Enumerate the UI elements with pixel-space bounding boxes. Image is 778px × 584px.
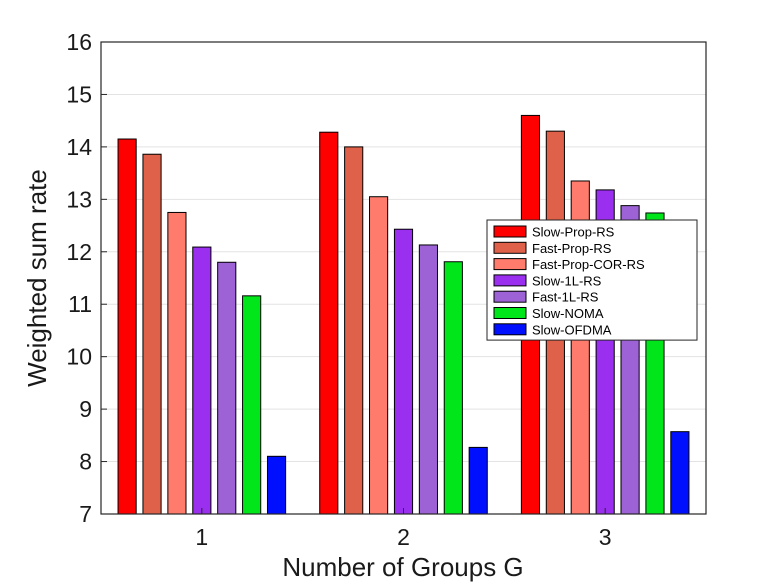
bar-slow-1l-rs-g1 <box>192 246 212 515</box>
y-tick-label: 13 <box>66 186 92 212</box>
bar-fast-prop-rs-g2 <box>344 146 364 515</box>
x-tick-labels: 1 2 3 <box>195 524 611 550</box>
y-axis-label: Weighted sum rate <box>22 169 52 387</box>
bar-slow-prop-rs-g1 <box>117 138 137 515</box>
y-tick-label: 9 <box>79 396 92 422</box>
y-tick-label: 15 <box>66 81 92 107</box>
x-axis-label: Number of Groups G <box>282 552 523 582</box>
bar-slow-prop-rs-g2 <box>319 131 339 515</box>
legend-entry: Fast-Prop-COR-RS <box>532 257 645 272</box>
y-tick-label: 10 <box>66 344 92 370</box>
y-tick-label: 7 <box>79 501 92 527</box>
y-tick-label: 12 <box>66 239 92 265</box>
bar-slow-noma-g2 <box>443 261 463 515</box>
legend-entry: Slow-NOMA <box>532 306 604 321</box>
y-tick-label: 16 <box>66 29 92 55</box>
bar-slow-ofdma-g3 <box>670 431 690 515</box>
y-tick-label: 11 <box>68 291 92 317</box>
legend-swatch <box>493 274 527 287</box>
x-tick-label: 1 <box>195 524 208 550</box>
bar-fast-1l-rs-g1 <box>217 261 237 515</box>
legend-swatch <box>493 307 527 319</box>
legend-swatch <box>493 290 527 303</box>
bar-fast-prop-rs-g1 <box>142 153 162 515</box>
legend-entry: Slow-Prop-RS <box>532 225 615 240</box>
legend-entry: Slow-OFDMA <box>532 322 612 337</box>
bar-fast-prop-cor-rs-g1 <box>167 211 187 515</box>
bar-slow-ofdma-g1 <box>266 455 287 515</box>
legend-swatch <box>493 225 527 238</box>
bar-fast-1l-rs-g2 <box>418 244 438 515</box>
bar-fast-prop-cor-rs-g2 <box>369 196 389 515</box>
bar-slow-noma-g1 <box>242 295 262 515</box>
legend: Slow-Prop-RSFast-Prop-RSFast-Prop-COR-RS… <box>486 219 698 341</box>
legend-swatch <box>493 258 527 271</box>
y-tick-label: 14 <box>66 134 92 160</box>
legend-swatch <box>493 241 527 254</box>
y-tick-label: 8 <box>79 449 92 475</box>
x-tick-label: 3 <box>599 524 612 550</box>
bar-slow-ofdma-g2 <box>468 446 488 515</box>
legend-swatch <box>493 323 527 336</box>
bar-slow-1l-rs-g2 <box>393 228 414 515</box>
y-tick-labels: 7 8 9 10 11 12 13 14 15 16 <box>66 29 92 527</box>
legend-entry: Fast-Prop-RS <box>532 241 612 256</box>
plot-frame <box>100 41 707 515</box>
x-tick-label: 2 <box>397 524 410 550</box>
legend-entry: Slow-1L-RS <box>532 273 602 288</box>
legend-entry: Fast-1L-RS <box>532 290 599 305</box>
